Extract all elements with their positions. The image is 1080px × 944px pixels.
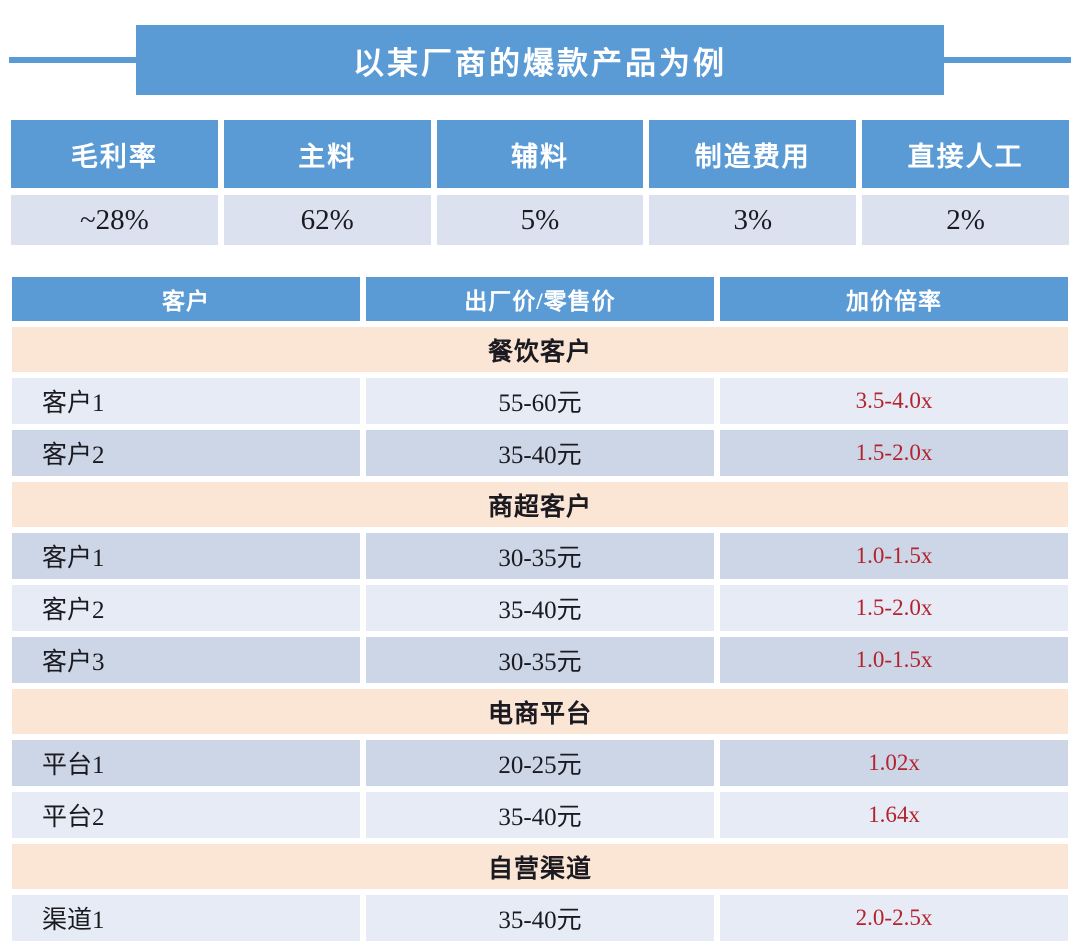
markup-cell: 3.5-4.0x xyxy=(720,378,1068,424)
price-cell: 55-60元 xyxy=(366,378,714,424)
customer-cell: 客户1 xyxy=(12,378,360,424)
cost-header-main-material: 主料 xyxy=(223,120,431,188)
section-row-supermarket: 商超客户 xyxy=(12,482,1068,527)
cost-structure-table: 毛利率 主料 辅料 制造费用 直接人工 ~28% 62% 5% 3% 2% xyxy=(11,120,1069,245)
price-cell: 35-40元 xyxy=(366,792,714,838)
customer-cell: 渠道1 xyxy=(12,895,360,941)
customer-cell: 客户2 xyxy=(12,430,360,476)
price-cell: 20-25元 xyxy=(366,740,714,786)
price-cell: 30-35元 xyxy=(366,533,714,579)
markup-cell: 1.64x xyxy=(720,792,1068,838)
section-row-own-channel: 自营渠道 xyxy=(12,844,1068,889)
pricing-header-customer: 客户 xyxy=(12,277,360,321)
cost-value-main-material: 62% xyxy=(223,195,431,245)
customer-cell: 客户1 xyxy=(12,533,360,579)
page-title: 以某厂商的爆款产品为例 xyxy=(136,25,944,95)
cost-value-manufacturing: 3% xyxy=(649,195,857,245)
customer-cell: 平台2 xyxy=(12,792,360,838)
section-row-catering: 餐饮客户 xyxy=(12,327,1068,372)
cost-value-aux-material: 5% xyxy=(436,195,644,245)
cost-value-direct-labor: 2% xyxy=(862,195,1069,245)
cost-header-gross-margin: 毛利率 xyxy=(11,120,218,188)
markup-cell: 1.02x xyxy=(720,740,1068,786)
section-row-ecommerce: 电商平台 xyxy=(12,689,1068,734)
cost-header-manufacturing: 制造费用 xyxy=(649,120,857,188)
markup-cell: 1.0-1.5x xyxy=(720,533,1068,579)
price-cell: 35-40元 xyxy=(366,895,714,941)
price-cell: 30-35元 xyxy=(366,637,714,683)
markup-cell: 1.5-2.0x xyxy=(720,585,1068,631)
markup-cell: 2.0-2.5x xyxy=(720,895,1068,941)
customer-cell: 客户2 xyxy=(12,585,360,631)
pricing-header-markup: 加价倍率 xyxy=(720,277,1068,321)
cost-value-gross-margin: ~28% xyxy=(11,195,218,245)
markup-cell: 1.5-2.0x xyxy=(720,430,1068,476)
markup-cell: 1.0-1.5x xyxy=(720,637,1068,683)
customer-cell: 平台1 xyxy=(12,740,360,786)
cost-header-aux-material: 辅料 xyxy=(436,120,644,188)
customer-cell: 客户3 xyxy=(12,637,360,683)
title-band: 以某厂商的爆款产品为例 xyxy=(0,0,1080,95)
cost-header-direct-labor: 直接人工 xyxy=(862,120,1069,188)
price-cell: 35-40元 xyxy=(366,430,714,476)
pricing-header-price: 出厂价/零售价 xyxy=(366,277,714,321)
price-cell: 35-40元 xyxy=(366,585,714,631)
pricing-table: 客户 出厂价/零售价 加价倍率 餐饮客户 客户1 55-60元 3.5-4.0x… xyxy=(12,277,1068,941)
